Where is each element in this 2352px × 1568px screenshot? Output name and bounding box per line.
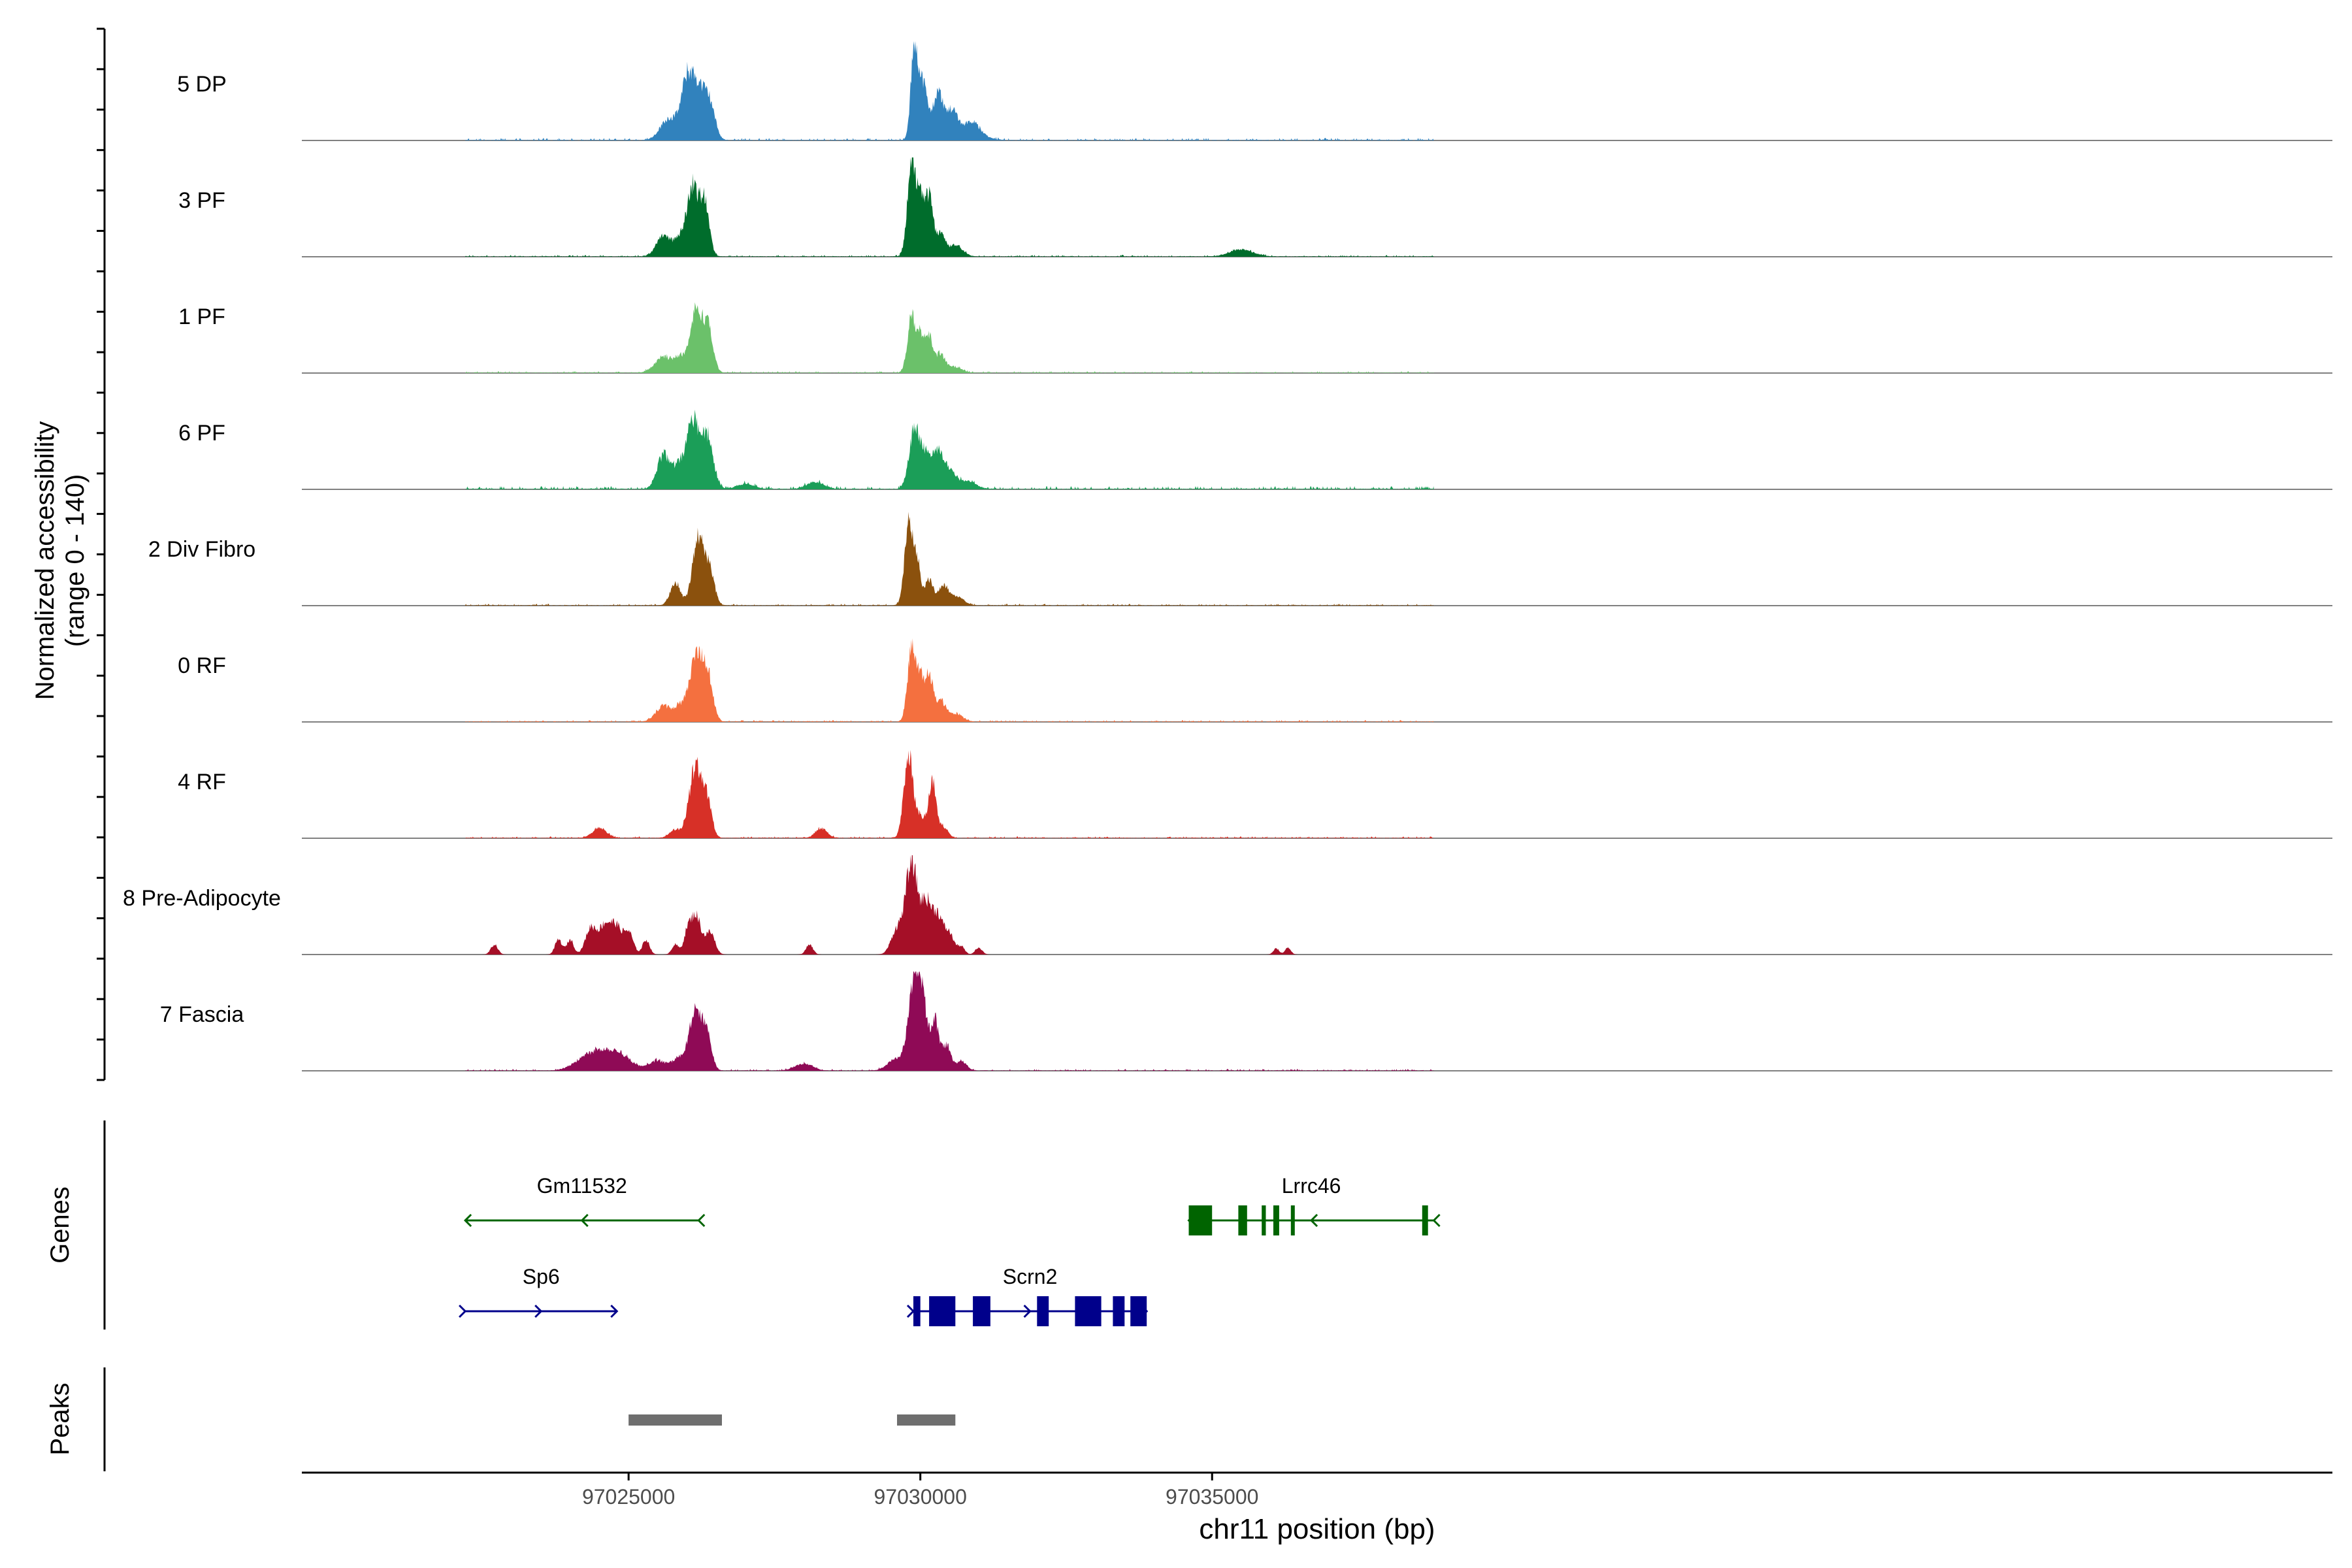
track-4-rf: 4 RF bbox=[178, 749, 2332, 839]
coverage-area bbox=[465, 638, 1434, 722]
coverage-area bbox=[465, 157, 1434, 257]
track-8-pre-adipocyte: 8 Pre-Adipocyte bbox=[123, 855, 2332, 955]
gene-sp6: Sp6 bbox=[459, 1265, 619, 1318]
coverage-area bbox=[465, 41, 1434, 140]
exon bbox=[973, 1296, 990, 1326]
exon bbox=[1290, 1205, 1295, 1235]
track-label: 7 Fascia bbox=[160, 1002, 244, 1027]
exon bbox=[1238, 1205, 1247, 1235]
strand-arrow bbox=[1432, 1213, 1441, 1228]
exon bbox=[1130, 1296, 1147, 1326]
coverage-area bbox=[465, 749, 1434, 838]
exon bbox=[1188, 1205, 1213, 1235]
gene-scrn2: Scrn2 bbox=[906, 1265, 1149, 1326]
track-label: 6 PF bbox=[178, 421, 225, 446]
track-label: 1 PF bbox=[178, 304, 225, 329]
x-axis-ticks: 97025000 97030000 97035000 bbox=[582, 1473, 1258, 1509]
exon bbox=[929, 1296, 956, 1326]
strand-arrow bbox=[580, 1213, 589, 1228]
track-label: 3 PF bbox=[178, 188, 225, 213]
coverage-area bbox=[465, 410, 1434, 489]
track-0-rf: 0 RF bbox=[178, 638, 2332, 723]
exon bbox=[1075, 1296, 1102, 1326]
strand-arrow bbox=[534, 1304, 543, 1318]
coverage-area bbox=[465, 855, 1434, 955]
track-label: 4 RF bbox=[178, 770, 226, 794]
strand-arrow bbox=[697, 1213, 706, 1228]
strand-arrow bbox=[463, 1213, 472, 1228]
gene-lrrc46: Lrrc46 bbox=[1187, 1174, 1441, 1235]
peak-region bbox=[897, 1414, 956, 1426]
strand-arrow bbox=[459, 1304, 467, 1318]
strand-arrow bbox=[906, 1304, 915, 1318]
y-axis-range: (range 0 - 140) bbox=[61, 474, 90, 647]
strand-arrow bbox=[610, 1304, 619, 1318]
gene-label: Gm11532 bbox=[537, 1174, 627, 1198]
peaks-panel-label: Peaks bbox=[46, 1382, 74, 1455]
gene-label: Lrrc46 bbox=[1282, 1174, 1341, 1198]
track-label: 8 Pre-Adipocyte bbox=[123, 886, 281, 911]
strand-arrow bbox=[1309, 1213, 1318, 1228]
track-5-dp: 5 DP bbox=[177, 41, 2332, 141]
track-1-pf: 1 PF bbox=[178, 302, 2332, 374]
x-axis-title: chr11 position (bp) bbox=[1199, 1513, 1435, 1545]
coverage-y-ticks bbox=[97, 27, 105, 1081]
coverage-area bbox=[465, 302, 1434, 373]
x-tick-label: 97025000 bbox=[582, 1485, 675, 1509]
track-2-div-fibro: 2 Div Fibro bbox=[148, 512, 2332, 606]
gene-label: Sp6 bbox=[523, 1265, 560, 1288]
y-axis-label: Normalized accessibility (range 0 - 140) bbox=[31, 421, 90, 700]
coverage-area bbox=[465, 972, 1434, 1071]
track-6-pf: 6 PF bbox=[178, 410, 2332, 490]
exon bbox=[1273, 1205, 1279, 1235]
track-label: 5 DP bbox=[177, 72, 227, 97]
track-3-pf: 3 PF bbox=[178, 157, 2332, 257]
exon bbox=[913, 1296, 921, 1326]
peak-region bbox=[629, 1414, 722, 1426]
coverage-area bbox=[465, 512, 1434, 606]
gene-gm11532: Gm11532 bbox=[463, 1174, 706, 1228]
gene-label: Scrn2 bbox=[1003, 1265, 1058, 1288]
y-axis-title: Normalized accessibility bbox=[31, 421, 59, 700]
track-7-fascia: 7 Fascia bbox=[160, 972, 2332, 1071]
strand-arrow bbox=[1023, 1304, 1032, 1318]
x-tick-label: 97030000 bbox=[874, 1485, 967, 1509]
coverage-tracks: 5 DP 3 PF 1 PF 6 PF 2 Div Fibro 0 RF 4 RF 8 Pre… bbox=[123, 41, 2332, 1071]
track-label: 0 RF bbox=[178, 653, 226, 678]
exon bbox=[1262, 1205, 1266, 1235]
x-tick-label: 97035000 bbox=[1166, 1485, 1258, 1509]
peak-regions bbox=[629, 1414, 956, 1426]
track-label: 2 Div Fibro bbox=[148, 537, 255, 562]
exon bbox=[1037, 1296, 1049, 1326]
gene-annotations: Gm11532 Sp6 Scrn2 Lrrc46 bbox=[459, 1174, 1441, 1326]
genes-panel-label: Genes bbox=[46, 1186, 74, 1264]
exon bbox=[1113, 1296, 1125, 1326]
exon bbox=[1422, 1205, 1428, 1235]
